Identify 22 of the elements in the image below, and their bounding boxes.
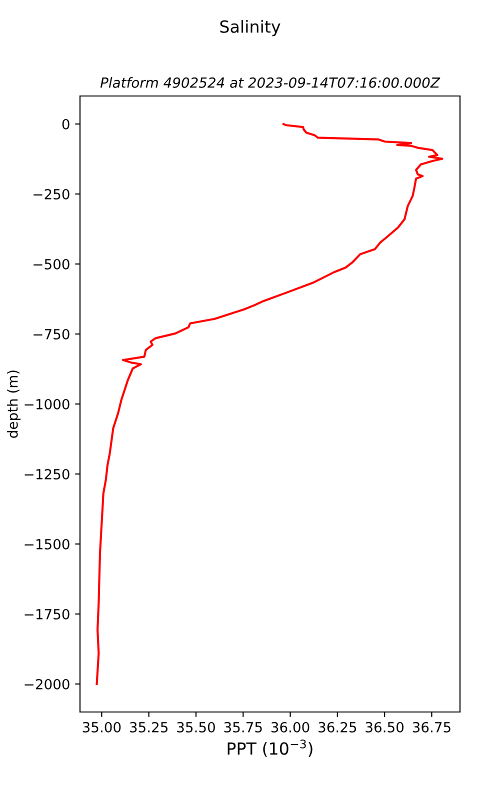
y-tick-label: −1500 bbox=[24, 538, 70, 550]
chart-subtitle: Platform 4902524 at 2023-09-14T07:16:00.000Z bbox=[100, 77, 440, 88]
x-tick-label: 36.75 bbox=[412, 722, 450, 732]
x-tick-label: 35.00 bbox=[82, 722, 121, 732]
y-tick-label: −1250 bbox=[24, 468, 70, 480]
y-tick-label: −250 bbox=[34, 188, 70, 200]
x-tick-label: 35.25 bbox=[130, 722, 168, 732]
y-tick-label: −2000 bbox=[24, 678, 70, 690]
y-tick-label: 0 bbox=[62, 118, 70, 130]
x-tick-label: 36.00 bbox=[271, 722, 310, 732]
y-axis-title: depth (m) bbox=[7, 370, 21, 438]
x-tick-label: 35.50 bbox=[177, 722, 215, 732]
x-tick-label: 35.75 bbox=[224, 722, 262, 732]
line-series bbox=[96, 122, 444, 686]
y-tick-label: −500 bbox=[34, 258, 70, 270]
x-axis-title: PPT (10$^{−3}$) bbox=[228, 740, 312, 757]
chart-title: Salinity bbox=[220, 20, 280, 36]
y-tick-label: −1000 bbox=[24, 398, 70, 410]
x-tick-label: 36.50 bbox=[366, 722, 404, 732]
y-tick-label: −1750 bbox=[24, 608, 70, 620]
y-tick-label: −750 bbox=[34, 328, 70, 340]
x-tick-label: 36.25 bbox=[318, 722, 356, 732]
